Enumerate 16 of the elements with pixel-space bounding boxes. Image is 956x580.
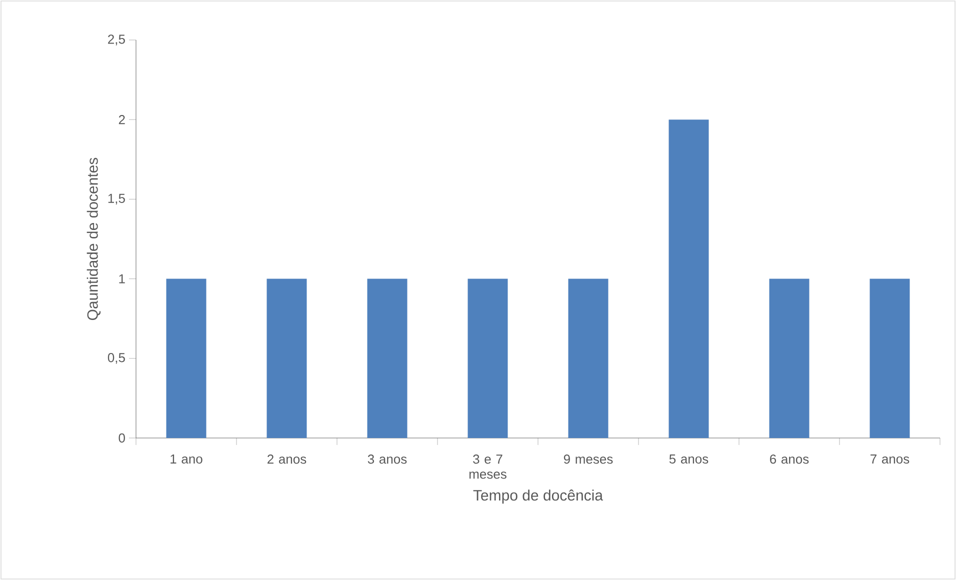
x-axis-title: Tempo de docência	[473, 490, 604, 504]
y-tick-label: 1,5	[108, 194, 125, 204]
x-tick-label: 5 anos	[669, 454, 708, 464]
x-tick-label: 3 anos	[368, 454, 407, 464]
y-tick-label: 2,5	[108, 34, 125, 46]
x-tick-label: 1 ano	[170, 454, 202, 464]
x-tick-label: 9 meses	[564, 454, 613, 464]
x-tick-label: 6 anos	[770, 454, 809, 464]
x-tick-label: 7 anos	[870, 454, 910, 464]
y-tick-label: 0,5	[108, 353, 125, 364]
y-tick-label: 1	[119, 274, 125, 284]
y-axis-title: Qauntidade de docentes	[86, 158, 101, 320]
y-tick-label: 2	[118, 115, 125, 124]
y-tick-label: 0	[118, 433, 125, 443]
x-tick-label: 2 anos	[268, 454, 306, 464]
x-tick-label: 3 e 7 meses	[469, 454, 506, 479]
